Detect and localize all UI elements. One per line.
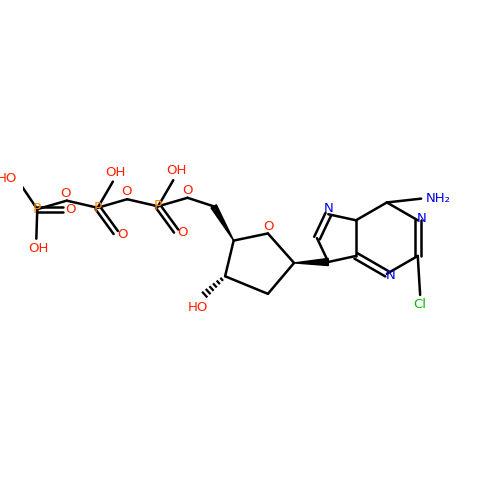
- Text: HO: HO: [188, 300, 208, 314]
- Text: P: P: [33, 202, 42, 216]
- Polygon shape: [294, 258, 328, 266]
- Text: O: O: [178, 226, 188, 239]
- Text: O: O: [121, 185, 132, 198]
- Text: N: N: [324, 202, 333, 215]
- Text: P: P: [94, 201, 102, 215]
- Text: P: P: [154, 200, 162, 213]
- Text: O: O: [65, 202, 76, 215]
- Text: Cl: Cl: [414, 298, 426, 311]
- Text: O: O: [264, 220, 274, 234]
- Text: NH₂: NH₂: [426, 192, 451, 205]
- Text: HO: HO: [0, 172, 18, 186]
- Text: O: O: [117, 228, 128, 241]
- Polygon shape: [211, 205, 234, 240]
- Text: O: O: [182, 184, 193, 196]
- Text: OH: OH: [28, 242, 49, 254]
- Text: N: N: [416, 212, 426, 225]
- Text: N: N: [386, 269, 396, 282]
- Text: OH: OH: [166, 164, 186, 177]
- Text: OH: OH: [106, 166, 126, 178]
- Text: O: O: [60, 186, 71, 200]
